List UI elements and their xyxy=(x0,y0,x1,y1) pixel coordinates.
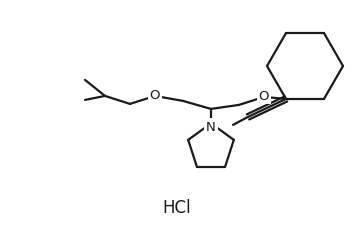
Text: N: N xyxy=(206,121,216,134)
Text: O: O xyxy=(150,89,160,102)
Text: HCl: HCl xyxy=(163,198,191,216)
Text: O: O xyxy=(259,90,269,103)
